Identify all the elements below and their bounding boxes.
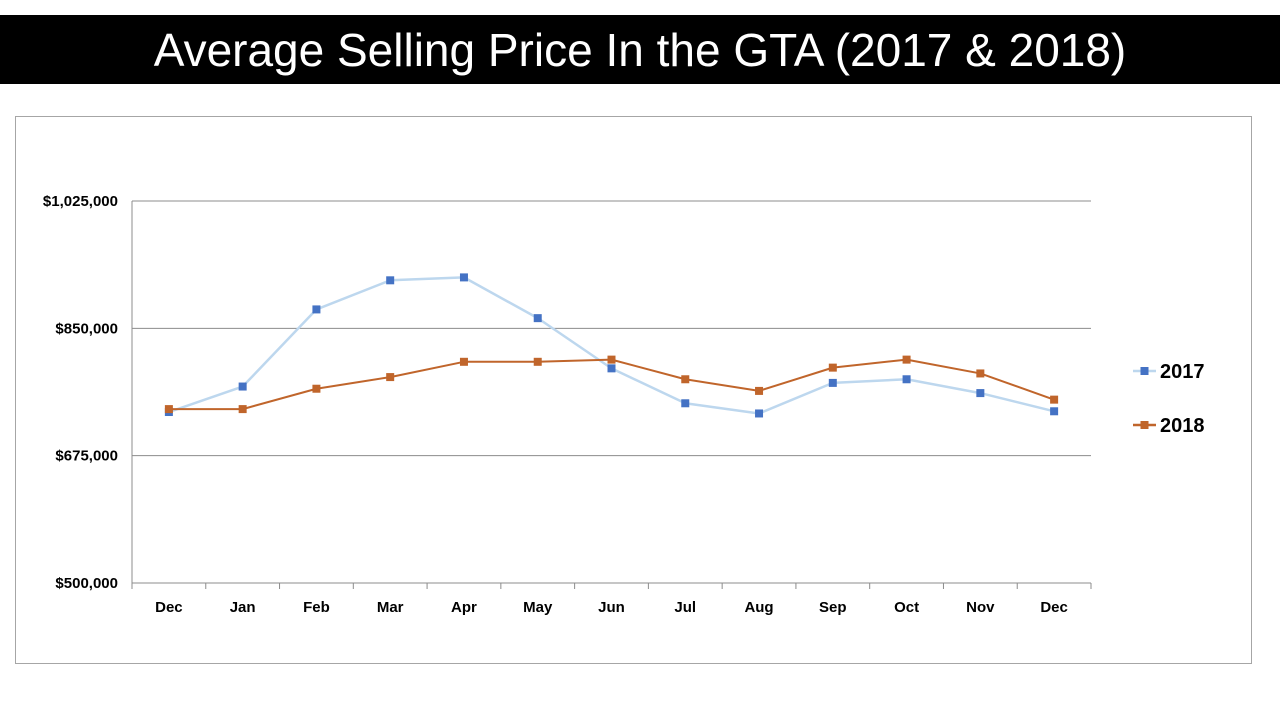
chart-area: $500,000 $675,000 $850,000 $1,025,000 Dec Jan…: [15, 116, 1252, 664]
x-tick-label: Nov: [966, 599, 995, 616]
x-tick-label: Feb: [303, 599, 330, 616]
data-point: [386, 373, 395, 382]
data-point: [1050, 407, 1059, 416]
data-point: [312, 384, 321, 393]
title-bar: Average Selling Price In the GTA (2017 &…: [0, 15, 1280, 84]
x-tick-label: Apr: [451, 599, 477, 616]
line-chart: $500,000 $675,000 $850,000 $1,025,000 Dec Jan…: [43, 193, 1205, 616]
series-2018: [164, 355, 1059, 414]
data-point: [312, 305, 321, 314]
data-point: [459, 273, 468, 282]
x-tick-label: May: [523, 599, 553, 616]
page-title: Average Selling Price In the GTA (2017 &…: [153, 23, 1127, 76]
legend-label: 2017: [1160, 361, 1205, 383]
data-point: [755, 386, 764, 395]
x-tick-label: Jan: [230, 599, 256, 616]
data-point: [607, 355, 616, 364]
data-point: [607, 364, 616, 373]
data-point: [681, 399, 690, 408]
y-tick-label: $1,025,000: [43, 193, 118, 210]
y-tick-label: $500,000: [55, 575, 118, 592]
x-tick-label: Sep: [819, 599, 847, 616]
data-point: [459, 357, 468, 366]
data-point: [976, 389, 985, 398]
data-point: [828, 363, 837, 372]
legend-item-2017: 2017: [1133, 361, 1205, 383]
legend-label: 2018: [1160, 415, 1205, 437]
x-tick-label: Dec: [1040, 599, 1068, 616]
legend-marker: [1140, 367, 1149, 375]
data-point: [533, 314, 542, 323]
data-point: [164, 405, 173, 414]
x-tick-label: Dec: [155, 599, 183, 616]
data-point: [902, 355, 911, 364]
x-tick-label: Jun: [598, 599, 625, 616]
data-point: [828, 378, 837, 387]
data-point: [755, 409, 764, 418]
data-point: [238, 405, 247, 414]
series-2017: [164, 273, 1059, 418]
data-point: [902, 375, 911, 384]
gridlines: [132, 200, 1091, 457]
legend: 2017 2018: [1133, 361, 1205, 437]
x-tick-label: Oct: [894, 599, 919, 616]
axes: $500,000 $675,000 $850,000 $1,025,000 Dec Jan…: [43, 193, 1092, 616]
data-point: [386, 276, 395, 285]
x-tick-label: Aug: [744, 599, 773, 616]
data-point: [681, 375, 690, 384]
x-tick-label: Jul: [674, 599, 696, 616]
legend-item-2018: 2018: [1133, 415, 1205, 437]
data-point: [976, 369, 985, 378]
data-point: [533, 357, 542, 366]
data-point: [1050, 395, 1059, 404]
data-point: [238, 382, 247, 391]
legend-marker: [1140, 421, 1149, 429]
x-tick-label: Mar: [377, 599, 404, 616]
y-tick-label: $675,000: [55, 448, 118, 465]
series-group: [164, 273, 1059, 418]
y-tick-label: $850,000: [55, 320, 118, 337]
